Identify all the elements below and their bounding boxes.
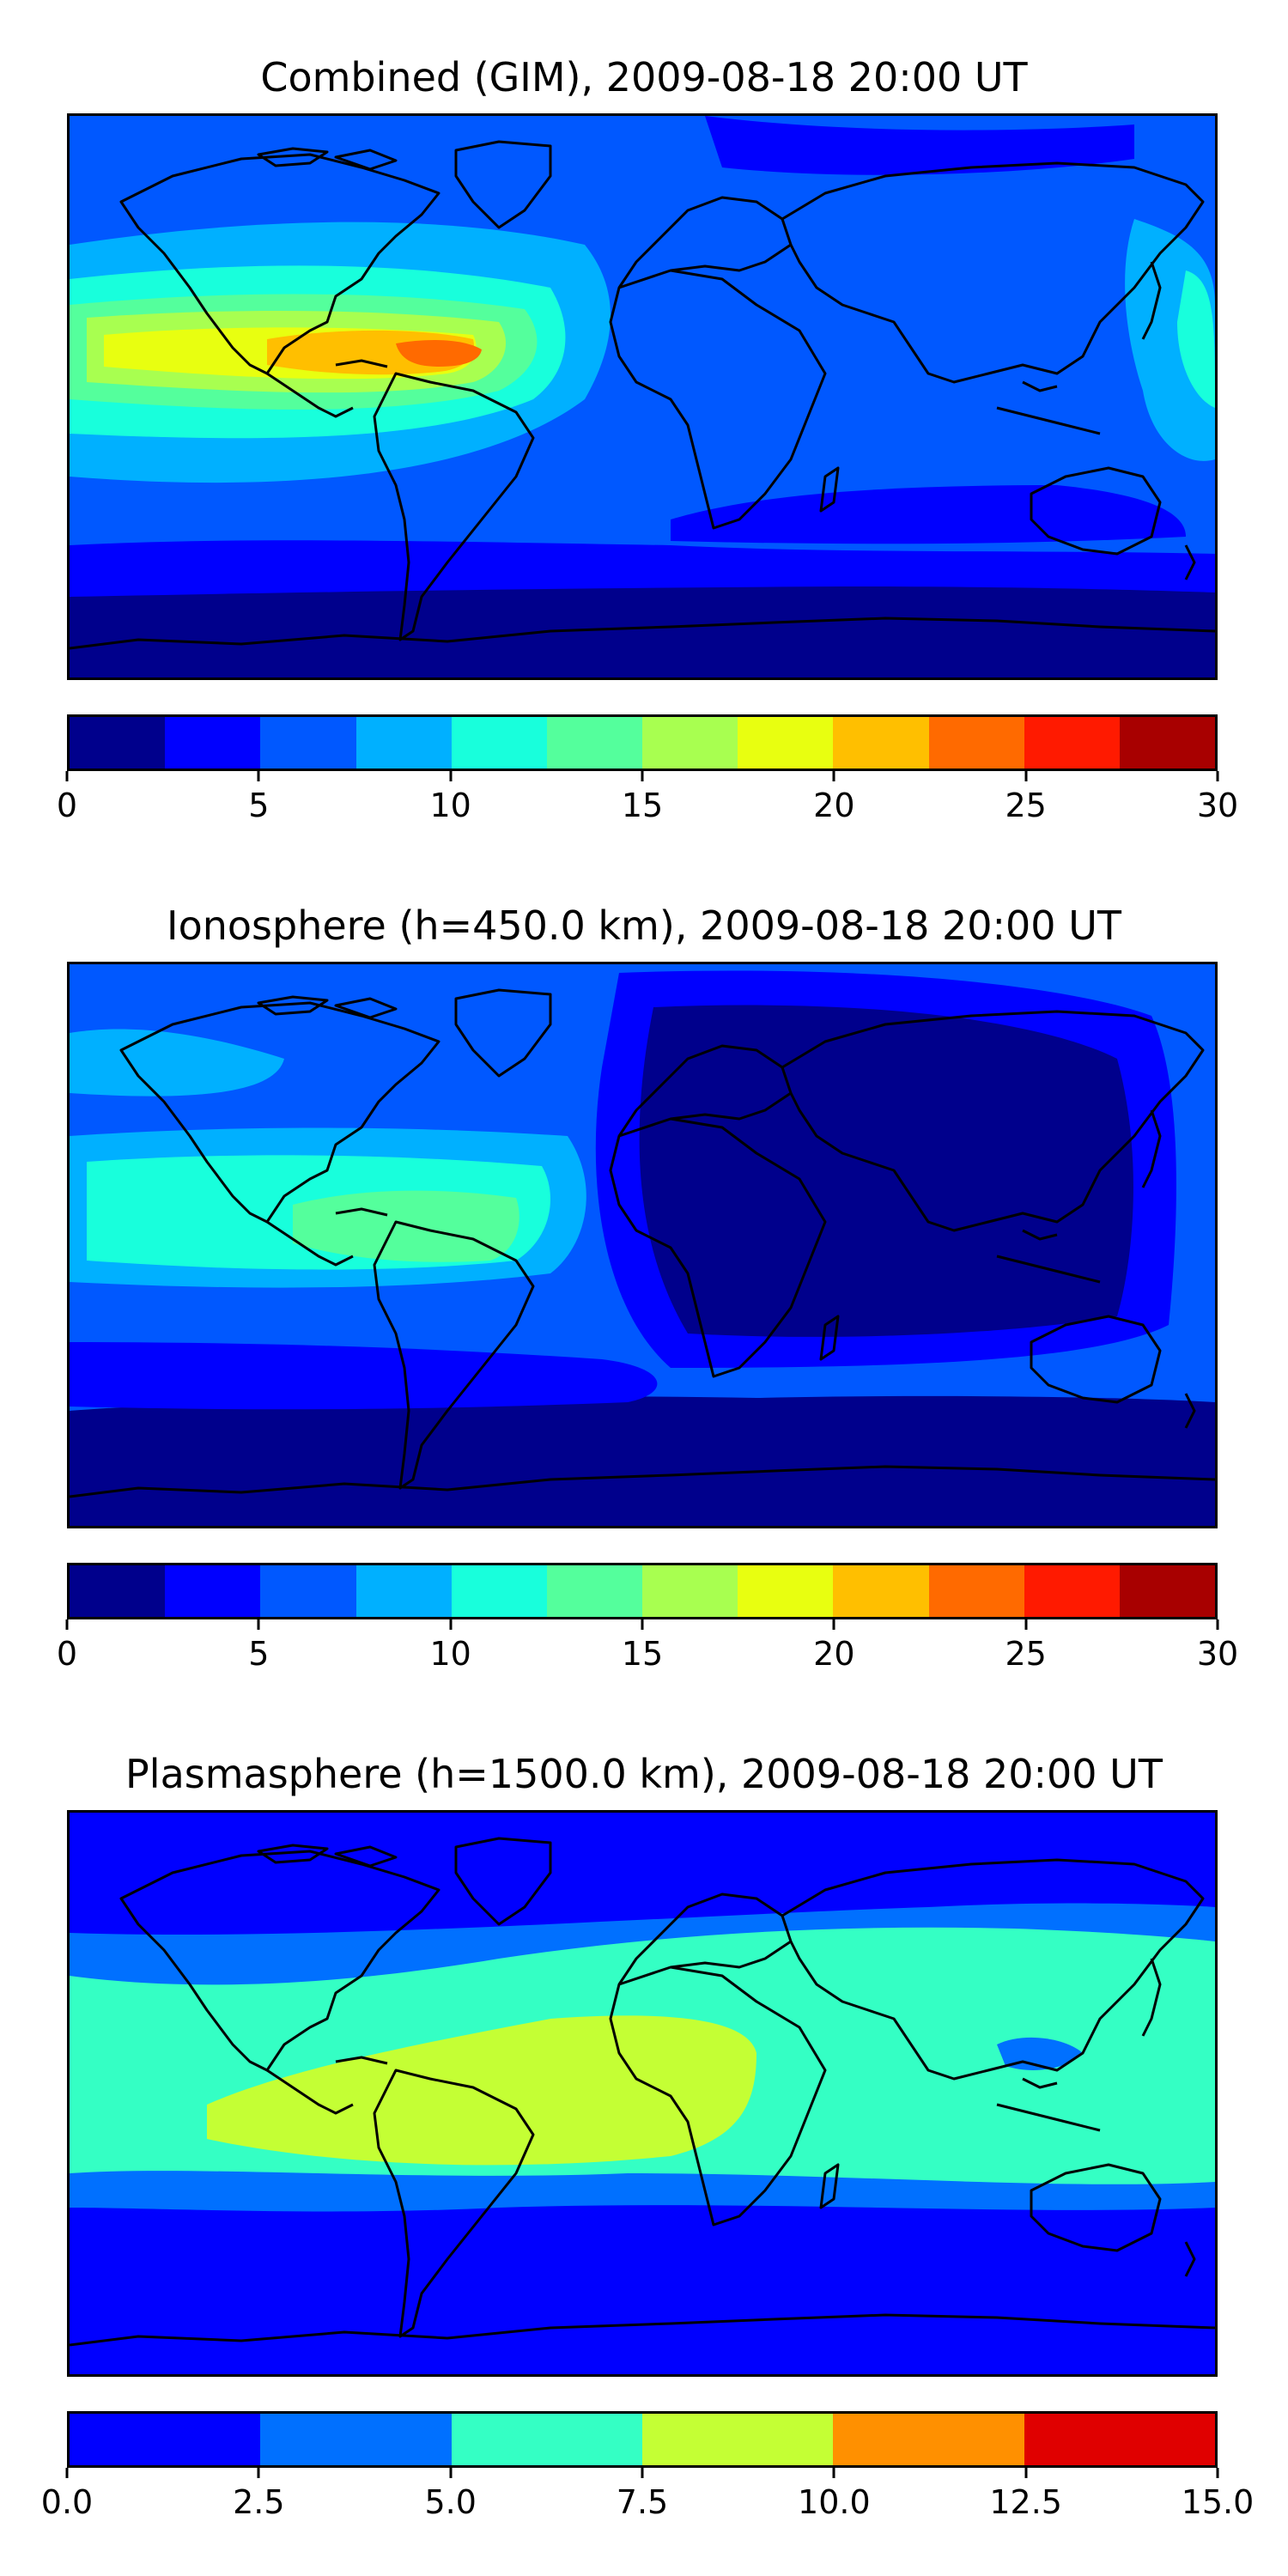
colorbar-tick-label: 10 [429,1635,471,1673]
colorbar-tick-mark [449,2468,453,2478]
colorbar-tick-label: 12.5 [989,2483,1062,2521]
colorbar-tick-mark [1024,771,1028,781]
colorbar-segment [833,717,929,769]
colorbar-segment [451,1565,547,1617]
map-combined [67,113,1218,680]
colorbar-tick-mark [641,771,644,781]
colorbar-segment [546,1565,643,1617]
panel-title-combined: Combined (GIM), 2009-08-18 20:00 UT [260,54,1028,100]
colorbar-segment [833,2414,1024,2465]
colorbar-segment [260,1565,356,1617]
colorbar-tick-label: 5 [248,1635,270,1673]
colorbar-segment [833,1565,929,1617]
colorbar-tick-label: 0 [56,1635,78,1673]
colorbar-segment [70,717,166,769]
colorbar-segment [641,2414,834,2465]
colorbar-segment [355,1565,452,1617]
colorbar-segment [1024,1565,1120,1617]
colorbar-tick-label: 30 [1196,1635,1239,1673]
colorbar-segment [1024,717,1120,769]
panel-title-ionosphere: Ionosphere (h=450.0 km), 2009-08-18 20:0… [167,902,1121,949]
colorbar-tick-label: 7.5 [616,2483,669,2521]
colorbar-tick-label: 30 [1196,787,1239,824]
colorbar-tick-mark [449,771,453,781]
colorbar-tick-label: 25 [1005,787,1047,824]
colorbar-tick-mark [832,2468,835,2478]
colorbar-segment [1024,2414,1215,2465]
colorbar-tick-mark [1024,1619,1028,1630]
colorbar-segment [928,1565,1024,1617]
colorbar-tick-mark [257,2468,260,2478]
colorbar-segment [70,1565,166,1617]
colorbar-segment [1119,717,1216,769]
colorbar-tick-mark [641,2468,644,2478]
panel-title-plasmasphere: Plasmasphere (h=1500.0 km), 2009-08-18 2… [125,1751,1163,1797]
colorbar-tick-mark [449,1619,453,1630]
colorbar-tick-label: 20 [813,787,855,824]
colorbar-tick-mark [641,1619,644,1630]
colorbar-tick-label: 5 [248,787,270,824]
colorbar-tick-mark [65,1619,69,1630]
colorbar-segment [738,1565,834,1617]
colorbar-segment [738,717,834,769]
colorbar-tick-mark [257,771,260,781]
colorbar-tick-mark [257,1619,260,1630]
colorbar-tick-mark [1216,2468,1219,2478]
colorbar-segment [451,717,547,769]
colorbar-segment [1119,1565,1216,1617]
colorbar-segment [451,2414,642,2465]
colorbar-tick-label: 15 [621,787,664,824]
colorbar-segment [165,1565,261,1617]
colorbar-segment [70,2414,261,2465]
colorbar-segment [355,717,452,769]
colorbar-tick-mark [1216,1619,1219,1630]
colorbar-ticks-combined: 0 5 10 15 20 25 30 [57,771,1238,824]
colorbar-tick-label: 15.0 [1181,2483,1255,2521]
colorbar-segment [260,2414,452,2465]
colorbar-tick-label: 0.0 [40,2483,94,2521]
colorbar-tick-label: 0 [56,787,78,824]
colorbar-tick-mark [832,771,835,781]
colorbar-tick-mark [65,2468,69,2478]
colorbar-plasmasphere [67,2411,1218,2468]
colorbar-tick-mark [65,771,69,781]
colorbar-segment [165,717,261,769]
colorbar-tick-mark [1024,2468,1028,2478]
colorbar-tick-label: 20 [813,1635,855,1673]
colorbar-tick-label: 2.5 [233,2483,285,2521]
colorbar-tick-label: 15 [621,1635,664,1673]
colorbar-combined [67,714,1218,771]
colorbar-tick-label: 10.0 [798,2483,871,2521]
map-ionosphere [67,962,1218,1528]
colorbar-segment [642,1565,738,1617]
colorbar-ionosphere [67,1563,1218,1619]
colorbar-tick-mark [1216,771,1219,781]
colorbar-ticks-ionosphere: 0 5 10 15 20 25 30 [57,1619,1238,1673]
colorbar-segment [928,717,1024,769]
map-plasmasphere [67,1810,1218,2377]
colorbar-tick-label: 25 [1005,1635,1047,1673]
colorbar-tick-label: 5.0 [424,2483,477,2521]
colorbar-tick-mark [832,1619,835,1630]
colorbar-segment [260,717,356,769]
colorbar-segment [642,717,738,769]
colorbar-tick-label: 10 [429,787,471,824]
colorbar-segment [546,717,643,769]
colorbar-ticks-plasmasphere: 0.0 2.5 5.0 7.5 10.0 12.5 15.0 [41,2468,1254,2521]
